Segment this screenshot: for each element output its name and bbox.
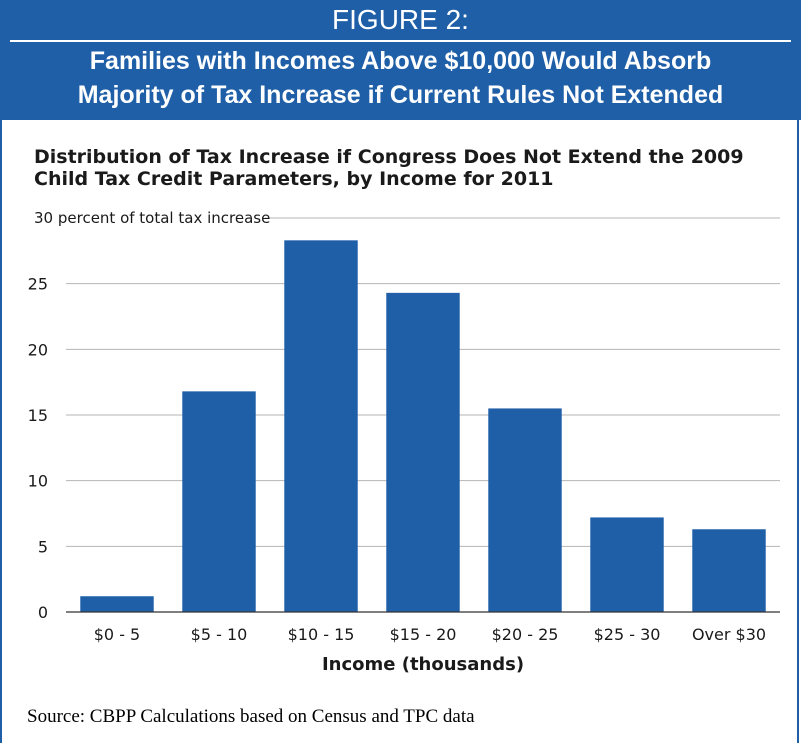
bar [80, 596, 154, 612]
chart-title-line-2: Child Tax Credit Parameters, by Income f… [34, 168, 554, 190]
bar [590, 517, 664, 612]
x-tick-label: $0 - 5 [94, 625, 140, 644]
y-tick-label: 20 [28, 340, 48, 359]
figure-header: FIGURE 2: Families with Incomes Above $1… [0, 0, 801, 120]
x-tick-label: Over $30 [692, 625, 766, 644]
bar [182, 391, 256, 612]
figure-headline: Families with Incomes Above $10,000 Woul… [0, 44, 801, 112]
figure-label: FIGURE 2: [332, 4, 469, 35]
y-tick-labels: 0 5 10 15 20 25 [28, 275, 48, 622]
bar [386, 292, 460, 612]
y-tick-label: 0 [38, 603, 48, 622]
x-axis-label: Income (thousands) [322, 654, 524, 675]
x-tick-label: $15 - 20 [390, 625, 457, 644]
chart-title: Distribution of Tax Increase if Congress… [34, 146, 774, 190]
y-tick-label: 10 [28, 472, 48, 491]
headline-line-2: Majority of Tax Increase if Current Rule… [77, 81, 724, 109]
chart-title-line-1: Distribution of Tax Increase if Congress… [34, 146, 744, 168]
y-tick-label: 15 [28, 406, 48, 425]
x-tick-label: $20 - 25 [492, 625, 559, 644]
bars [80, 240, 766, 612]
bar [284, 240, 358, 612]
x-tick-labels: $0 - 5 $5 - 10 $10 - 15 $15 - 20 $20 - 25 $25… [94, 625, 766, 644]
bar [692, 529, 766, 612]
header-divider [10, 40, 791, 42]
source-note: Source: CBPP Calculations based on Censu… [27, 706, 475, 727]
x-tick-label: $5 - 10 [191, 625, 248, 644]
headline-line-1: Families with Incomes Above $10,000 Woul… [89, 47, 712, 75]
y-tick-label: 5 [38, 537, 48, 556]
x-tick-label: $10 - 15 [288, 625, 355, 644]
y-tick-label: 25 [28, 275, 48, 294]
y-axis-label: 30 percent of total tax increase [34, 209, 270, 227]
bar [488, 408, 562, 612]
x-tick-label: $25 - 30 [594, 625, 661, 644]
